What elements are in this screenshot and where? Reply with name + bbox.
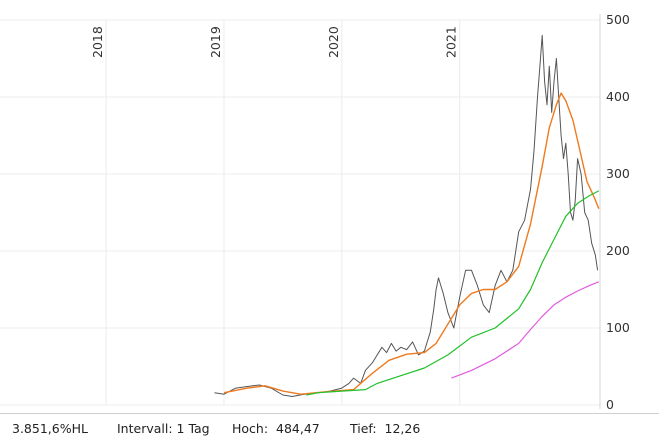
series-line-price — [214, 34, 599, 397]
chart-footer: 3.851,6%HL Intervall: 1 Tag Hoch: 484,47… — [0, 413, 659, 444]
y-tick-label: 0 — [606, 397, 614, 412]
low-value-label: Tief: 12,26 — [350, 421, 421, 436]
y-tick-label: 500 — [606, 12, 630, 27]
y-tick-label: 300 — [606, 166, 630, 181]
x-tick-label: 2021 — [444, 26, 459, 58]
y-tick-label: 400 — [606, 89, 630, 104]
x-tick-label: 2019 — [208, 26, 223, 58]
y-tick-label: 100 — [606, 320, 630, 335]
y-tick-label: 200 — [606, 243, 630, 258]
range-percent-label: 3.851,6%HL — [12, 421, 88, 436]
series-line-orange — [223, 92, 600, 395]
x-tick-label: 2020 — [326, 26, 341, 58]
series-line-magenta — [451, 281, 600, 379]
high-value-label: Hoch: 484,47 — [232, 421, 320, 436]
interval-label: Intervall: 1 Tag — [117, 421, 210, 436]
stock-chart: 0 100 200 300 400 500 2018 2019 2020 2021 — [0, 12, 630, 412]
series-line-green — [306, 190, 600, 396]
x-tick-label: 2018 — [90, 26, 105, 58]
